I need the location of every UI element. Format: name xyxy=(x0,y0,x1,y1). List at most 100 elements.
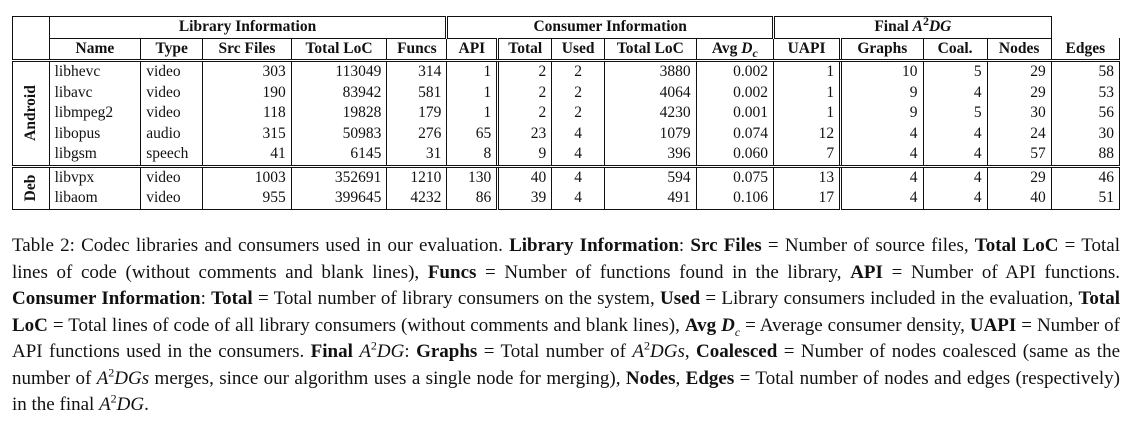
cell-uapi: 13 xyxy=(772,166,841,188)
cell-total-loc: 399645 xyxy=(290,188,387,210)
table-row: libmpeg2 video 118 19828 179 1 2 2 4230 0.001 1 9 5 3… xyxy=(13,103,1121,124)
group-header-row: Library Information Consumer Information… xyxy=(12,15,1120,39)
section-label-cell: Deb xyxy=(12,166,50,210)
cell-used: 4 xyxy=(551,188,605,210)
cell-type: speech xyxy=(140,144,203,168)
cell-used: 4 xyxy=(551,166,605,188)
cell-edges: 88 xyxy=(1050,144,1121,168)
cell-nodes: 57 xyxy=(986,144,1052,168)
cell-uapi: 1 xyxy=(772,82,841,103)
cell-consumer-total-loc: 3880 xyxy=(604,60,697,83)
cell-graphs: 4 xyxy=(839,123,924,144)
cell-src-files: 41 xyxy=(202,144,292,168)
cell-used: 2 xyxy=(551,103,605,124)
cell-uapi: 7 xyxy=(772,144,841,168)
cell-uapi: 17 xyxy=(772,188,841,210)
col-funcs: Funcs xyxy=(386,38,447,62)
cell-name: libmpeg2 xyxy=(54,104,114,122)
cell-funcs: 31 xyxy=(386,144,447,168)
corner-cell xyxy=(12,16,50,38)
codec-table-container: Library Information Consumer Information… xyxy=(12,15,1121,210)
cell-avg-dc: 0.002 xyxy=(695,82,774,103)
cell-consumer-total-loc: 1079 xyxy=(604,123,697,144)
col-name: Name xyxy=(49,38,141,62)
col-used: Used xyxy=(551,38,605,62)
cell-api: 86 xyxy=(446,188,498,210)
cell-funcs: 314 xyxy=(386,60,447,83)
col-total: Total xyxy=(496,38,552,62)
cell-api: 1 xyxy=(446,60,498,83)
cell-total-loc: 50983 xyxy=(290,123,387,144)
cell-total-loc: 19828 xyxy=(290,103,387,124)
column-header-row: Name Type Src Files Total LoC Funcs API … xyxy=(12,38,1121,62)
cell-total-loc: 113049 xyxy=(290,60,387,83)
cell-edges: 51 xyxy=(1050,188,1121,210)
cell-type: audio xyxy=(140,123,203,144)
col-api: API xyxy=(446,38,498,62)
cell-uapi: 12 xyxy=(772,123,841,144)
table-row: Android libhevc video 303 113049 314 1 2 2 3880 0.… xyxy=(12,60,1121,168)
cell-used: 4 xyxy=(551,123,605,144)
cell-total-loc: 6145 xyxy=(290,144,387,168)
cell-used: 2 xyxy=(551,60,605,83)
cell-consumer-total-loc: 396 xyxy=(604,144,697,168)
cell-avg-dc: 0.075 xyxy=(695,166,774,188)
col-total-loc: Total LoC xyxy=(290,38,387,62)
cell-name: libhevc xyxy=(54,63,101,81)
cell-funcs: 581 xyxy=(386,82,447,103)
cell-used: 4 xyxy=(551,144,605,168)
cell-graphs: 9 xyxy=(839,103,924,124)
cell-consumer-total-loc: 594 xyxy=(604,166,697,188)
cell-avg-dc: 0.060 xyxy=(695,144,774,168)
cell-funcs: 4232 xyxy=(386,188,447,210)
col-type: Type xyxy=(140,38,203,62)
cell-uapi: 1 xyxy=(772,103,841,124)
col-uapi: UAPI xyxy=(772,38,841,62)
cell-coal: 4 xyxy=(922,123,988,144)
cell-type: video xyxy=(140,60,203,83)
cell-nodes: 24 xyxy=(986,123,1052,144)
cell-edges: 30 xyxy=(1050,123,1121,144)
table-row: Deb libvpx video 1003 352691 1210 130 40 4 594 0.0… xyxy=(12,166,1121,210)
cell-consumer-total-loc: 4230 xyxy=(604,103,697,124)
cell-coal: 5 xyxy=(922,103,988,124)
cell-nodes: 29 xyxy=(986,166,1052,188)
cell-name: libaom xyxy=(49,188,141,210)
col-avg-dc: Avg Dc xyxy=(695,38,774,62)
cell-coal: 4 xyxy=(922,82,988,103)
cell-type: video xyxy=(140,103,203,124)
cell-edges: 46 xyxy=(1050,166,1121,188)
cell-total: 2 xyxy=(496,103,552,124)
cell-name: libvpx xyxy=(54,168,95,186)
cell-name: libavc xyxy=(54,83,93,101)
cell-total-loc: 352691 xyxy=(290,166,387,188)
col-src-files: Src Files xyxy=(202,38,292,62)
cell-total: 2 xyxy=(496,82,552,103)
cell-avg-dc: 0.106 xyxy=(695,188,774,210)
cell-total: 23 xyxy=(496,123,552,144)
cell-consumer-total-loc: 4064 xyxy=(604,82,697,103)
cell-edges: 53 xyxy=(1050,82,1121,103)
table-caption: Table 2: Codec libraries and consumers u… xyxy=(12,235,1121,415)
cell-total-loc: 83942 xyxy=(290,82,387,103)
col-coal: Coal. xyxy=(922,38,988,62)
cell-total: 2 xyxy=(496,60,552,83)
library-information-header: Library Information xyxy=(49,16,447,39)
col-consumer-total-loc: Total LoC xyxy=(604,38,697,62)
cell-avg-dc: 0.074 xyxy=(695,123,774,144)
cell-src-files: 190 xyxy=(202,82,292,103)
cell-src-files: 955 xyxy=(202,188,292,210)
cell-api: 130 xyxy=(446,166,498,188)
cell-nodes: 29 xyxy=(986,60,1052,83)
cell-graphs: 4 xyxy=(839,166,924,188)
corner-cell-lower xyxy=(12,38,50,62)
table-row: libgsm speech 41 6145 31 8 9 4 396 0.060 7 4 4 57 88 xyxy=(13,144,1121,168)
cell-graphs: 9 xyxy=(839,82,924,103)
cell-type: video xyxy=(140,188,203,210)
cell-uapi: 1 xyxy=(772,60,841,83)
table-row: libopus audio 315 50983 276 65 23 4 1079 0.074 12 4… xyxy=(13,123,1121,144)
final-a2dg-header: Final A2DG xyxy=(771,15,1052,39)
col-edges: Edges xyxy=(1050,38,1121,62)
cell-funcs: 1210 xyxy=(386,166,447,188)
cell-nodes: 30 xyxy=(986,103,1052,124)
